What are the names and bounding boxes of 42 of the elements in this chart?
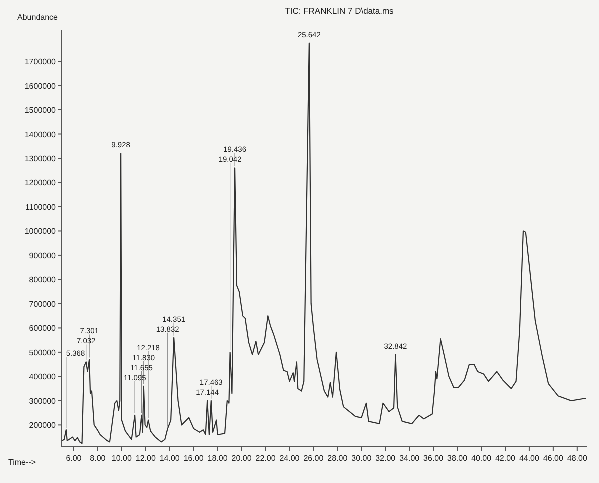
y-tick-label: 200000 xyxy=(29,421,57,430)
y-axis-title: Abundance xyxy=(18,13,59,22)
x-tick-label: 12.00 xyxy=(136,454,156,463)
y-tick-label: 500000 xyxy=(29,348,57,358)
x-tick-label: 36.00 xyxy=(424,454,444,463)
x-tick-label: 34.00 xyxy=(400,454,420,463)
chart-title: TIC: FRANKLIN 7 D\data.ms xyxy=(285,6,394,16)
y-tick-label: 800000 xyxy=(29,276,57,285)
y-tick-label: 400000 xyxy=(29,372,57,382)
x-tick-label: 6.00 xyxy=(66,454,82,463)
y-tick-label: 1600000 xyxy=(24,82,57,91)
y-tick-label: 1300000 xyxy=(24,154,57,164)
x-tick-label: 18.00 xyxy=(208,454,228,463)
x-tick-label: 26.00 xyxy=(304,454,324,463)
y-tick-label: 1100000 xyxy=(25,202,57,212)
x-tick-label: 14.00 xyxy=(160,454,180,463)
y-tick-label: 1400000 xyxy=(24,130,57,140)
y-tick-label: 1000000 xyxy=(24,227,57,236)
y-tick-label: 700000 xyxy=(29,300,57,309)
y-tick-label: 1200000 xyxy=(24,178,57,188)
x-tick-label: 38.00 xyxy=(448,454,468,463)
x-tick-label: 8.00 xyxy=(90,454,106,463)
y-tick-label: 600000 xyxy=(29,324,57,334)
x-tick-label: 32.00 xyxy=(376,454,396,463)
x-tick-label: 46.00 xyxy=(543,454,564,463)
x-tick-label: 30.00 xyxy=(352,454,372,463)
x-tick-label: 22.00 xyxy=(256,454,276,463)
x-tick-label: 28.00 xyxy=(328,454,348,463)
x-tick-label: 42.00 xyxy=(495,454,516,463)
x-tick-label: 48.00 xyxy=(567,454,588,463)
x-tick-label: 20.00 xyxy=(232,454,252,463)
y-tick-label: 900000 xyxy=(29,251,57,260)
x-tick-label: 24.00 xyxy=(280,454,300,463)
y-tick-label: 300000 xyxy=(29,396,57,406)
x-tick-label: 10.00 xyxy=(112,454,132,463)
y-tick-label: 1500000 xyxy=(24,106,57,116)
y-tick-label: 1700000 xyxy=(24,58,57,67)
x-axis-title: Time--> xyxy=(8,458,36,467)
line-series xyxy=(62,42,586,444)
x-tick-label: 40.00 xyxy=(472,454,492,463)
x-tick-label: 44.00 xyxy=(519,454,540,463)
x-tick-label: 16.00 xyxy=(184,454,204,463)
